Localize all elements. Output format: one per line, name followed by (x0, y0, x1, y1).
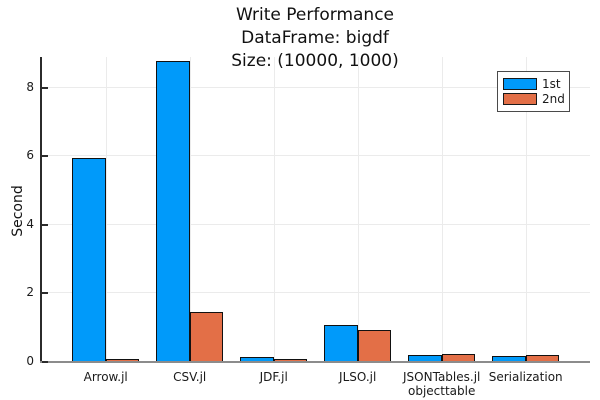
chart-title-line1: Write Performance (235, 5, 394, 25)
h-gridline (40, 155, 590, 157)
bar-2nd-CSV.jl (189, 312, 224, 362)
chart-title-line2: DataFrame: bigdf (241, 28, 389, 48)
y-tick-mark (42, 292, 48, 295)
legend-label: 1st (542, 77, 561, 91)
bar-2nd-Serialization (525, 355, 560, 362)
x-tick-label: Serialization (488, 370, 563, 384)
y-tick-mark (42, 361, 48, 363)
x-tick-label: JLSO.jl (339, 370, 377, 384)
x-tick-label: CSV.jl (173, 370, 207, 384)
bar-1st-JDF.jl (240, 356, 274, 362)
chart-title: Write Performance DataFrame: bigdf Size:… (40, 4, 590, 73)
v-gridline (357, 57, 359, 362)
legend-item-1st: 1st (503, 77, 563, 91)
h-gridline (40, 223, 590, 225)
y-tick-mark (42, 86, 48, 89)
y-axis-line (40, 57, 42, 362)
bar-2nd-JSONTables.jl (441, 354, 476, 362)
v-gridline (273, 57, 275, 362)
y-axis-label: Second (10, 185, 26, 237)
bar-2nd-JLSO.jl (357, 330, 392, 362)
legend-item-2nd: 2nd (503, 92, 565, 106)
bar-2nd-Arrow.jl (105, 358, 140, 362)
legend: 1st 2nd (497, 71, 570, 112)
bar-2nd-JDF.jl (273, 358, 308, 362)
v-gridline (105, 57, 107, 362)
bar-1st-Arrow.jl (72, 158, 106, 362)
bar-1st-JLSO.jl (324, 325, 358, 362)
legend-swatch-2nd (503, 93, 537, 105)
y-tick-label: 0 (26, 354, 34, 368)
y-tick-label: 2 (26, 285, 34, 300)
x-tick-label: JDF.jl (259, 370, 288, 384)
y-tick-mark (42, 155, 48, 158)
legend-swatch-1st (503, 78, 537, 90)
x-tick-label: JSONTables.jl objecttable (403, 370, 481, 398)
v-gridline (189, 57, 191, 362)
chart-title-line3: Size: (10000, 1000) (231, 51, 399, 71)
bar-1st-Serialization (492, 355, 526, 362)
bar-1st-JSONTables.jl (408, 354, 442, 362)
y-tick-label: 4 (26, 216, 34, 231)
y-tick-label: 6 (26, 148, 34, 163)
v-gridline (525, 57, 527, 362)
y-tick-mark (42, 223, 48, 226)
v-gridline (441, 57, 443, 362)
h-gridline (40, 292, 590, 294)
legend-label: 2nd (542, 92, 565, 106)
y-tick-label: 8 (26, 79, 34, 94)
x-axis-line (40, 361, 590, 363)
bar-1st-CSV.jl (156, 61, 190, 362)
x-tick-label: Arrow.jl (83, 370, 128, 384)
plot-area (40, 57, 590, 363)
h-gridline (40, 86, 590, 88)
